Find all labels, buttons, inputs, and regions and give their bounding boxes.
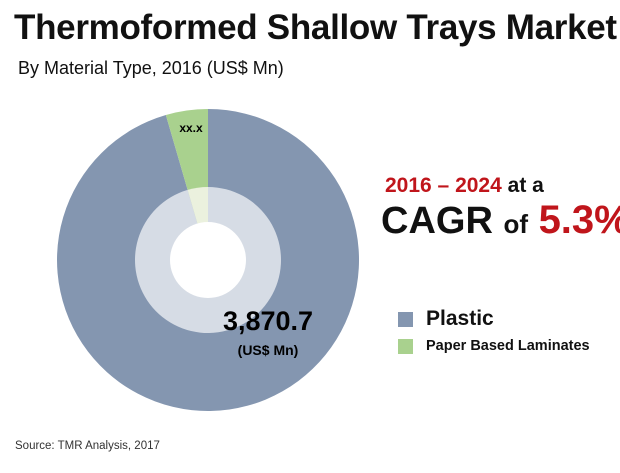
cagr-value: 5.3%	[538, 198, 620, 242]
chart-source: Source: TMR Analysis, 2017	[15, 440, 160, 452]
cagr-years: 2016 – 2024	[385, 174, 502, 197]
cagr-at-a: at a	[507, 174, 544, 197]
cagr-period: 2016 – 2024 at a	[385, 174, 544, 198]
cagr-of: of	[503, 209, 528, 239]
chart-subtitle: By Material Type, 2016 (US$ Mn)	[18, 58, 284, 78]
cagr-value-line: CAGR of 5.3%	[381, 198, 620, 243]
data-label-plastic-unit: (US$ Mn)	[238, 342, 299, 358]
legend-swatch-plastic	[398, 311, 413, 327]
donut-hole	[170, 222, 246, 298]
legend-label-paper-based-laminates: Paper Based Laminates	[426, 338, 590, 354]
chart-legend: Plastic Paper Based Laminates	[398, 307, 590, 361]
cagr-label: CAGR	[381, 200, 493, 242]
legend-label-plastic: Plastic	[426, 307, 494, 330]
legend-item-paper-based-laminates: Paper Based Laminates	[398, 338, 590, 354]
chart-title: Thermoformed Shallow Trays Market	[14, 8, 617, 47]
data-label-paper-based-laminates: xx.x	[179, 121, 203, 135]
data-label-plastic: 3,870.7	[223, 306, 313, 336]
legend-item-plastic: Plastic	[398, 307, 590, 331]
legend-swatch-paper-based-laminates	[398, 338, 413, 354]
